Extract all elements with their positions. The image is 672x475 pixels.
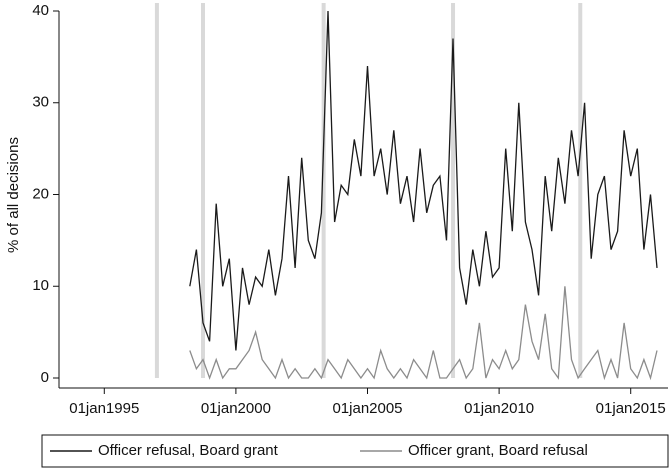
y-tick-label: 20 xyxy=(32,185,49,202)
x-tick-label: 01jan2005 xyxy=(332,400,402,417)
y-axis-label: % of all decisions xyxy=(5,137,22,253)
x-tick-label: 01jan2015 xyxy=(596,400,666,417)
legend-label: Officer refusal, Board grant xyxy=(98,442,279,459)
series-line xyxy=(189,10,658,351)
y-tick-label: 40 xyxy=(32,2,49,19)
legend-box xyxy=(41,434,669,468)
x-tick-label: 01jan2000 xyxy=(201,400,271,417)
legend-label: Officer grant, Board refusal xyxy=(408,442,588,459)
x-tick-label: 01jan2010 xyxy=(464,400,534,417)
y-tick-label: 0 xyxy=(41,369,49,386)
x-tick-label: 01jan1995 xyxy=(69,400,139,417)
y-tick-label: 10 xyxy=(32,277,49,294)
series-line xyxy=(189,286,658,381)
y-tick-label: 30 xyxy=(32,94,49,111)
